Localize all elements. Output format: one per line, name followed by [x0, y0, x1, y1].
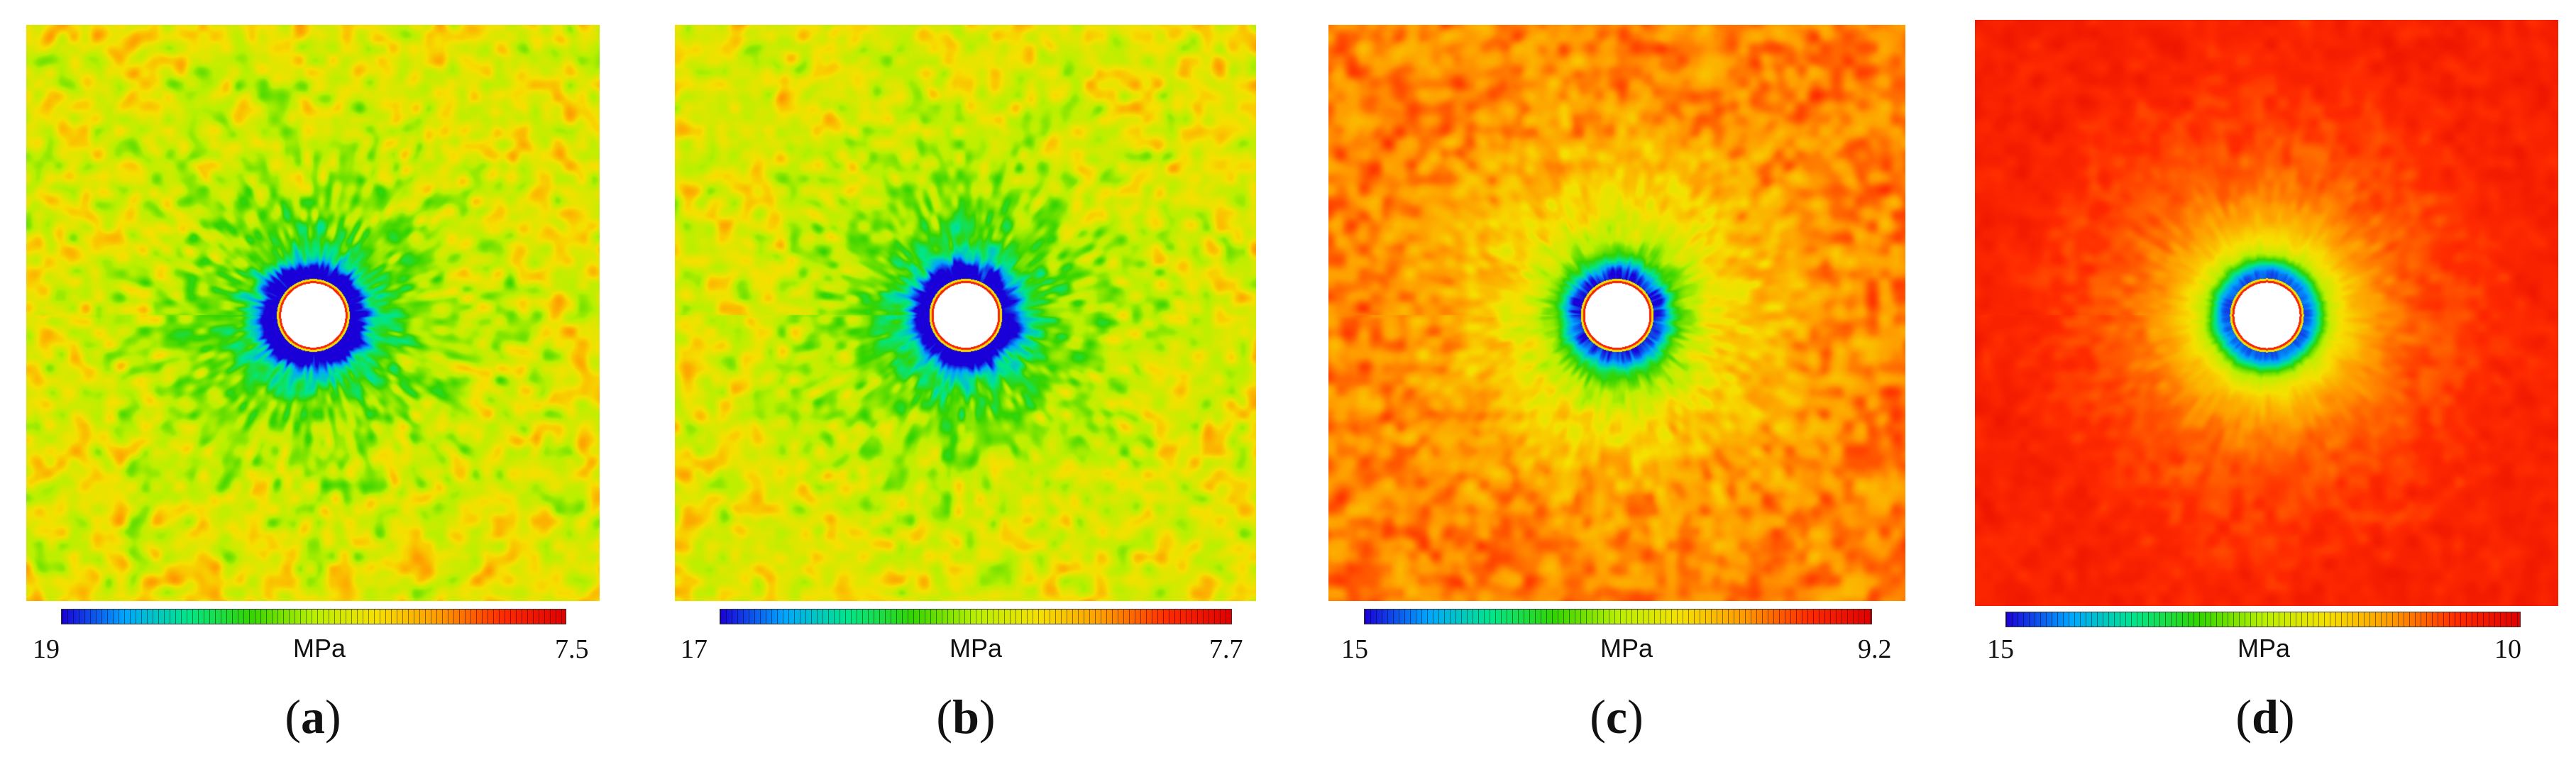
colorbar-unit-label-c: MPa — [1600, 634, 1653, 663]
stress-contour-plot-a — [26, 25, 600, 601]
colorbar-min-label-d: 15 — [1987, 634, 2014, 664]
colorbar-min-label-c: 15 — [1341, 634, 1368, 664]
panel-label-d: (d) — [2235, 690, 2295, 744]
colorbar-unit-label-d: MPa — [2237, 634, 2291, 663]
stress-contour-canvas-c — [1328, 25, 1905, 601]
stress-contour-plot-c — [1328, 25, 1905, 601]
colorbar-max-label-d: 10 — [2494, 634, 2521, 664]
colorbar-unit-label-b: MPa — [949, 634, 1003, 663]
colorbar-min-label-a: 19 — [33, 634, 60, 664]
colorbar-ticks-b — [720, 610, 1231, 624]
colorbar-max-label-b: 7.7 — [1209, 634, 1243, 664]
panel-label-a: (a) — [285, 690, 341, 744]
colorbar-b — [720, 609, 1232, 624]
colorbar-max-label-c: 9.2 — [1858, 634, 1892, 664]
colorbar-max-label-a: 7.5 — [555, 634, 589, 664]
colorbar-ticks-c — [1365, 610, 1871, 624]
stress-contour-canvas-b — [675, 25, 1256, 601]
colorbar-d — [2005, 612, 2521, 627]
panel-label-c: (c) — [1590, 690, 1644, 744]
colorbar-unit-label-a: MPa — [292, 634, 346, 663]
colorbar-ticks-a — [62, 610, 566, 624]
stress-contour-plot-b — [675, 25, 1256, 601]
colorbar-ticks-d — [2006, 612, 2520, 627]
stress-contour-plot-d — [1975, 20, 2558, 606]
colorbar-min-label-b: 17 — [681, 634, 708, 664]
stress-contour-canvas-a — [26, 25, 600, 601]
colorbar-a — [61, 609, 566, 624]
stress-contour-canvas-d — [1975, 20, 2558, 606]
panel-label-b: (b) — [936, 690, 996, 744]
colorbar-c — [1364, 609, 1872, 624]
